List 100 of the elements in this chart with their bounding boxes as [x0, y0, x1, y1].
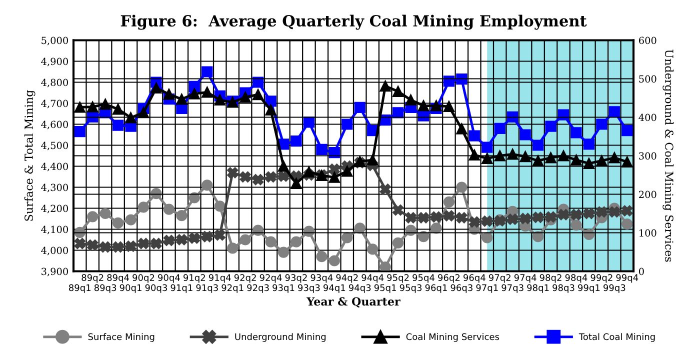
x-axis-title: Year & Quarter — [306, 297, 400, 308]
y2-tick-label: 300 — [639, 152, 656, 160]
point — [240, 171, 251, 182]
x-tick-label: 90q2 — [132, 274, 154, 283]
point — [265, 236, 276, 248]
point — [252, 88, 264, 100]
y-tick-label: 4,100 — [41, 226, 68, 234]
point — [532, 212, 544, 223]
point — [278, 246, 290, 258]
x-tick-label: 92q4 — [260, 274, 282, 283]
point — [456, 182, 468, 193]
point — [520, 129, 531, 140]
point — [608, 106, 620, 118]
point — [532, 140, 544, 151]
y2-tick-label: 100 — [640, 229, 656, 237]
point — [214, 230, 226, 241]
point — [214, 94, 226, 106]
legend-label: Surface Mining — [88, 333, 154, 342]
x-tick-label: 90q4 — [158, 274, 180, 283]
point — [342, 118, 353, 130]
x-tick-label: 94q2 — [336, 274, 358, 283]
x-tick-label: 96q2 — [438, 274, 460, 283]
point — [354, 102, 366, 114]
point — [367, 244, 378, 255]
x-tick-label: 95q2 — [387, 274, 409, 283]
x-tick-label: 93q4 — [310, 274, 333, 283]
point — [290, 178, 302, 190]
x-tick-label: 91q4 — [208, 274, 231, 283]
point — [596, 155, 608, 166]
point — [328, 164, 340, 175]
point — [278, 160, 290, 172]
point — [583, 158, 595, 170]
y2-axis-title: Underground & Coal Mining Services — [662, 50, 674, 262]
point — [570, 127, 582, 138]
point — [545, 211, 556, 223]
x-tick-label: 92q3 — [247, 284, 269, 293]
y-tick-label: 4,900 — [41, 58, 68, 66]
x-tick-label: 97q1 — [476, 284, 498, 293]
point — [188, 88, 200, 100]
x-tick-label: 90q1 — [120, 284, 142, 293]
point — [570, 154, 582, 166]
point — [100, 98, 111, 110]
x-tick-label: 99q4 — [616, 274, 638, 283]
point — [328, 172, 340, 183]
point — [570, 219, 582, 231]
point — [214, 200, 226, 212]
x-tick-label: 98q2 — [540, 274, 562, 283]
point — [87, 101, 98, 112]
point — [405, 212, 416, 224]
point — [125, 240, 136, 252]
point — [150, 82, 162, 94]
y-tick-label: 4,000 — [41, 246, 68, 256]
point — [342, 166, 353, 177]
point — [520, 150, 531, 162]
point — [290, 135, 302, 147]
point — [303, 166, 315, 178]
point — [112, 241, 124, 253]
point — [176, 210, 188, 222]
point — [240, 92, 251, 103]
point — [443, 196, 455, 208]
x-tick-label: 93q2 — [285, 274, 307, 283]
x-tick-label: 91q3 — [196, 284, 218, 293]
point — [252, 174, 264, 186]
point — [482, 142, 493, 153]
point — [430, 100, 442, 112]
x-tick-label: 94q4 — [362, 274, 384, 283]
point — [583, 138, 595, 150]
x-tick-label: 91q1 — [170, 284, 192, 293]
point — [163, 204, 175, 215]
point — [138, 202, 150, 213]
point — [482, 216, 493, 227]
y2-tick-label: 600 — [639, 36, 656, 44]
y-tick-label: 3,900 — [42, 268, 68, 276]
x-tick-label: 89q2 — [82, 274, 104, 283]
point — [74, 238, 86, 250]
point — [570, 209, 582, 220]
point — [74, 126, 86, 138]
point — [392, 237, 404, 248]
point — [74, 102, 86, 113]
x-tick-label: 94q3 — [348, 284, 371, 293]
x-tick-label: 99q2 — [590, 274, 612, 283]
point — [622, 156, 633, 168]
x-tick-label: 95q1 — [374, 284, 396, 293]
x-tick-label: 96q1 — [425, 284, 447, 293]
point — [316, 144, 328, 156]
point — [138, 238, 150, 250]
point — [608, 152, 620, 164]
point — [405, 94, 416, 106]
point — [354, 222, 366, 234]
point — [138, 107, 150, 118]
y-tick-label: 4,800 — [41, 78, 68, 88]
y2-tick-label: 200 — [639, 190, 656, 198]
point — [507, 214, 518, 225]
point — [125, 214, 136, 226]
legend-label: Underground Mining — [235, 333, 326, 342]
point — [100, 208, 111, 220]
legend-label: Total Coal Mining — [578, 333, 655, 342]
point — [443, 100, 455, 112]
point — [596, 206, 608, 218]
x-tick-label: 97q2 — [488, 274, 510, 283]
